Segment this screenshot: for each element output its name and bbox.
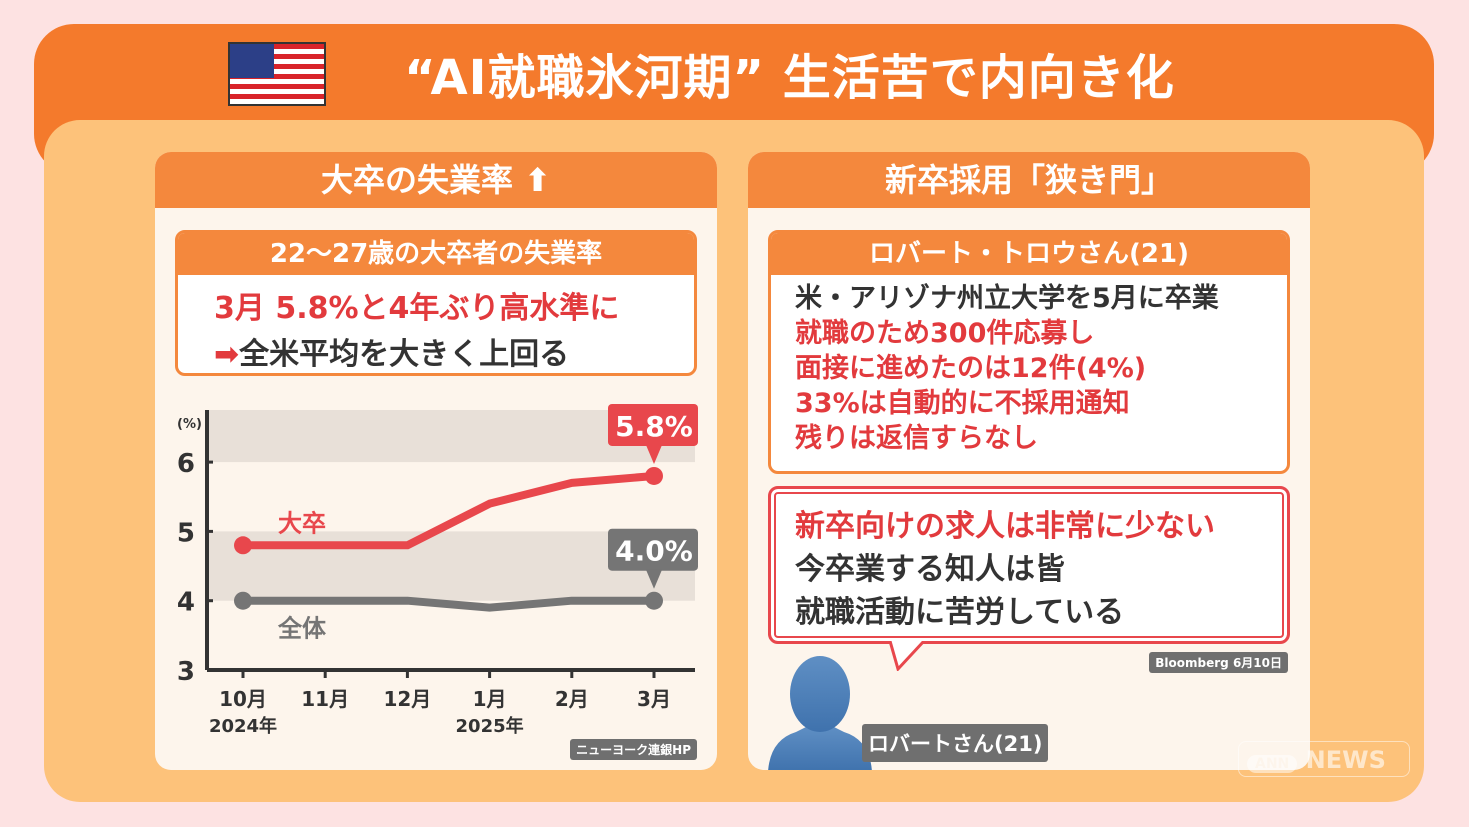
panel-header: 大卒の失業率 ⬆ (155, 152, 717, 208)
x-tick-label: 3月 (637, 687, 671, 711)
ann-news-watermark: ANN NEWS (1238, 741, 1410, 777)
up-arrow-icon: ⬆ (524, 161, 551, 199)
profile-line: 就職のため300件応募し (795, 318, 1095, 349)
profile-line: 面接に進めたのは12件(4%) (795, 353, 1147, 384)
quote-line: 就職活動に苦労している (795, 595, 1125, 630)
data-point (645, 466, 663, 485)
y-tick-label: 3 (177, 657, 195, 687)
summary-title: 22〜27歳の大卒者の失業率 (178, 233, 694, 275)
quote-line: 新卒向けの求人は非常に少ない (795, 509, 1215, 544)
line-chart: (%) 3 4 5 6 10月 11月 12月 1月 2月 3月 2024年 2025年 大卒 5.8% 全体… (177, 403, 698, 737)
y-axis-label: (%) (177, 417, 202, 432)
profile-line: 米・アリゾナ州立大学を5月に卒業 (795, 283, 1219, 314)
y-tick-label: 4 (177, 588, 195, 618)
person-avatar-icon (768, 656, 872, 770)
series-label: 大卒 (278, 509, 326, 537)
y-tick-label: 5 (177, 518, 195, 548)
x-tick-label: 11月 (301, 687, 349, 711)
x-tick-label: 12月 (383, 687, 431, 711)
profile-line: 33%は自動的に不採用通知 (795, 388, 1130, 419)
profile-title: ロバート・トロウさん(21) (771, 233, 1287, 275)
series-line-大卒 (243, 471, 655, 550)
profile-box: ロバート・トロウさん(21) 米・アリゾナ州立大学を5月に卒業 就職のため300… (768, 230, 1290, 474)
us-flag-icon (228, 42, 326, 106)
callout-box (608, 403, 698, 446)
series-label: 全体 (277, 615, 327, 643)
year-label: 2025年 (456, 715, 524, 737)
callout-pointer (646, 569, 662, 589)
page-title: “AI就職氷河期” 生活苦で内向き化 (404, 50, 1175, 106)
quote-bubble: 新卒向けの求人は非常に少ない 今卒業する知人は皆 就職活動に苦労している (768, 486, 1290, 644)
quote-line: 今卒業する知人は皆 (795, 552, 1065, 587)
callout-pointer (646, 444, 662, 464)
y-tick-label: 6 (177, 449, 195, 479)
data-point (234, 591, 252, 610)
hiring-panel: 新卒採用「狭き門」 ロバート・トロウさん(21) 米・アリゾナ州立大学を5月に卒… (748, 152, 1310, 770)
x-tick-label: 10月 (219, 687, 267, 711)
profile-line: 残りは返信すらなし (795, 423, 1038, 454)
callout-label: 5.8% (615, 410, 693, 443)
callout-box (608, 528, 698, 571)
source-label: Bloomberg 6月10日 (1149, 652, 1288, 673)
panel-header: 新卒採用「狭き門」 (748, 152, 1310, 208)
person-label: ロバートさん(21) (862, 724, 1049, 762)
year-label: 2024年 (209, 715, 277, 737)
series-line-全体 (243, 596, 654, 612)
unemployment-panel: 大卒の失業率 ⬆ 22〜27歳の大卒者の失業率 3月 5.8%と4年ぶり高水準に… (155, 152, 717, 770)
x-tick-label: 1月 (473, 687, 507, 711)
callout-label: 4.0% (615, 535, 693, 568)
summary-box: 22〜27歳の大卒者の失業率 3月 5.8%と4年ぶり高水準に ➡全米平均を大き… (175, 230, 697, 376)
x-tick-label: 2月 (555, 687, 589, 711)
bubble-tail (888, 641, 926, 671)
source-label: ニューヨーク連銀HP (570, 739, 697, 760)
data-point (645, 591, 663, 610)
data-point (234, 536, 252, 555)
summary-line-2: ➡全米平均を大きく上回る (214, 337, 570, 372)
summary-line-1: 3月 5.8%と4年ぶり高水準に (214, 291, 620, 326)
